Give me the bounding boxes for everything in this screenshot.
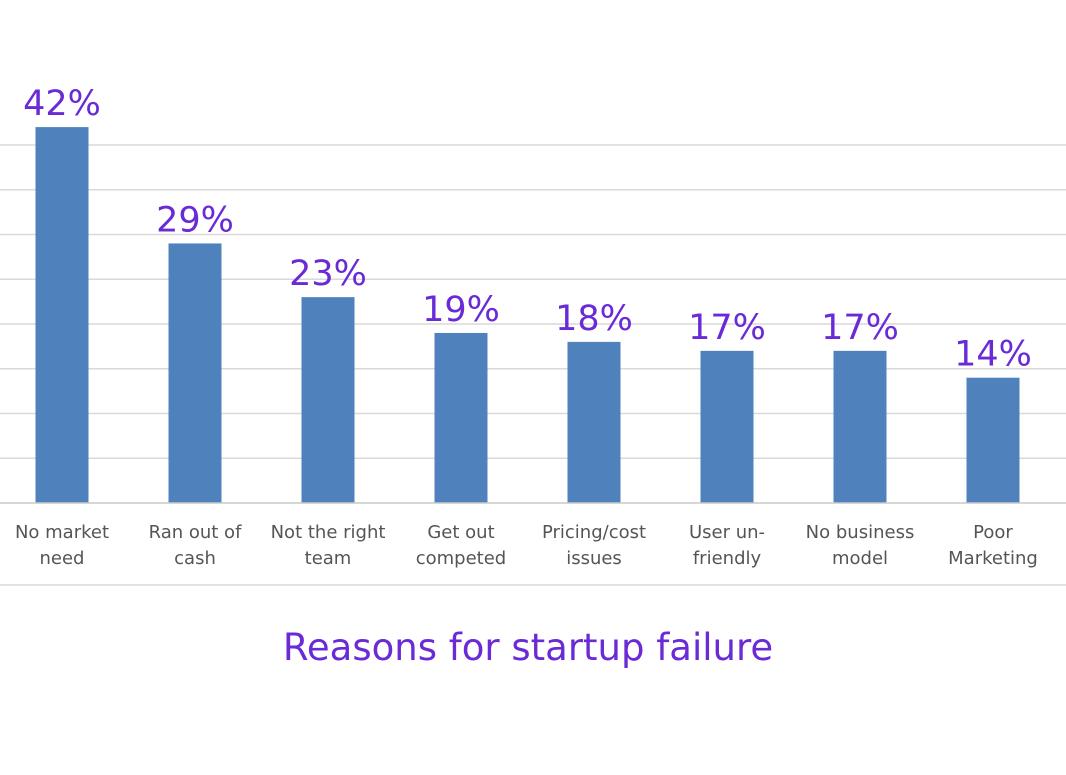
bar <box>434 332 488 503</box>
data-label: 14% <box>954 335 1032 375</box>
x-tick-label: Ran out of cash <box>149 522 242 569</box>
chart-title: Reasons for startup failure <box>283 626 773 669</box>
x-tick-label: User un-friendly <box>689 522 765 569</box>
data-label: 19% <box>422 290 500 330</box>
x-tick-label-line: Get out <box>427 522 494 543</box>
data-label: 29% <box>156 200 234 240</box>
x-axis-tick-labels: No market need Ran out of cash Not the right… <box>15 522 1038 569</box>
data-label: 18% <box>555 299 633 339</box>
x-tick-label: Get out competed <box>416 522 507 569</box>
x-tick-label-line: Pricing/cost <box>542 522 646 543</box>
x-tick-label: No market need <box>15 522 109 569</box>
x-tick-label-line: team <box>305 548 352 569</box>
bar <box>966 377 1020 503</box>
x-tick-label: No business model <box>806 522 915 569</box>
data-labels: 42% 29% 23% 19% 18% 17% 17% 14% <box>23 84 1032 375</box>
data-label: 23% <box>289 254 367 294</box>
bar <box>567 341 621 503</box>
x-tick-label-line: User un- <box>689 522 765 543</box>
bar <box>700 350 754 503</box>
x-tick-label-line: need <box>40 548 85 569</box>
x-tick-label-line: friendly <box>693 548 762 569</box>
x-tick-label-line: Poor <box>973 522 1013 543</box>
x-tick-label: Pricing/cost issues <box>542 522 646 569</box>
bar <box>301 297 355 503</box>
x-tick-label-line: Not the right <box>271 522 386 543</box>
x-tick-label-line: model <box>832 548 888 569</box>
x-tick-label-line: Ran out of <box>149 522 242 543</box>
x-tick-label-line: cash <box>174 548 216 569</box>
gridlines <box>0 144 1066 459</box>
data-label: 17% <box>821 308 899 348</box>
bar <box>168 243 222 503</box>
x-tick-label: Not the right team <box>271 522 386 569</box>
x-tick-label-line: Marketing <box>948 548 1038 569</box>
x-tick-label-line: competed <box>416 548 507 569</box>
data-label: 42% <box>23 84 101 124</box>
bar <box>35 127 89 503</box>
x-tick-label-line: No market <box>15 522 109 543</box>
bar <box>833 350 887 503</box>
data-label: 17% <box>688 308 766 348</box>
x-tick-label: Poor Marketing <box>948 522 1038 569</box>
x-tick-label-line: No business <box>806 522 915 543</box>
bars <box>35 127 1020 503</box>
x-tick-label-line: issues <box>566 548 622 569</box>
